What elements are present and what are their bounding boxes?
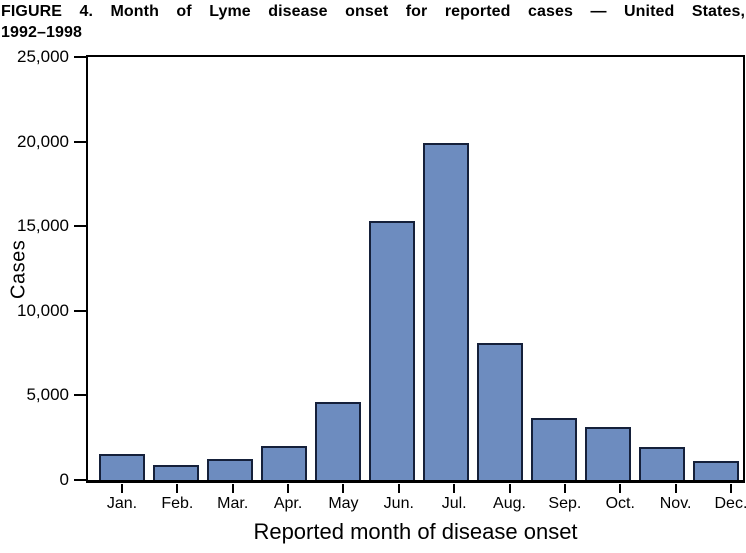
x-tick-label: Mar. <box>217 495 249 512</box>
x-tick-label: May <box>328 495 359 512</box>
x-tick-mark <box>231 484 234 493</box>
y-tick-mark <box>74 225 86 228</box>
bar-oct <box>585 426 631 480</box>
bar-column-aug <box>477 57 523 480</box>
y-tick-mark <box>74 309 86 312</box>
x-tick-label: Sep. <box>548 495 582 512</box>
x-tick-mark <box>397 484 400 493</box>
bar-aug <box>477 342 523 480</box>
bar-column-oct <box>585 57 631 480</box>
x-tick-mark <box>674 484 677 493</box>
x-tick-label: Dec. <box>714 495 746 512</box>
x-tick-mark <box>729 484 732 493</box>
y-tick-label: 25,000 <box>17 47 69 66</box>
x-tick-cell-sep: Sep. <box>542 484 588 513</box>
x-tick-label: Apr. <box>273 495 303 512</box>
figure-title: FIGURE 4. Month of Lyme disease onset fo… <box>1 1 745 43</box>
bar-jul <box>423 143 469 480</box>
bar-jun <box>369 221 415 480</box>
y-tick: 25,000 <box>7 47 86 67</box>
bar-column-nov <box>639 57 685 480</box>
x-tick-cell-dec: Dec. <box>708 484 746 513</box>
figure-title-line2: 1992–1998 <box>1 24 82 41</box>
bar-nov <box>639 447 685 480</box>
y-tick-label: 5,000 <box>26 385 69 405</box>
x-tick-mark <box>563 484 566 493</box>
plot-area <box>86 55 745 483</box>
x-tick-mark <box>287 484 290 493</box>
y-tick-mark <box>74 479 86 481</box>
x-tick-mark <box>176 484 179 493</box>
x-tick-label: Aug. <box>493 495 526 512</box>
bar-may <box>315 402 361 480</box>
x-tick-label: Feb. <box>161 495 194 512</box>
bar-jan <box>99 453 145 480</box>
bars-container <box>88 57 743 480</box>
bar-feb <box>153 464 199 480</box>
bar-apr <box>261 446 307 480</box>
x-tick-cell-feb: Feb. <box>154 484 200 513</box>
x-tick-cell-nov: Nov. <box>653 484 699 513</box>
x-tick-label: Jun. <box>383 495 414 512</box>
x-tick-label: Jul. <box>441 495 467 512</box>
x-tick-mark <box>342 484 345 493</box>
x-tick-cell-oct: Oct. <box>597 484 643 513</box>
x-tick-cell-jul: Jul. <box>431 484 477 513</box>
y-tick: 0 <box>7 470 86 490</box>
x-tick-cell-aug: Aug. <box>487 484 533 513</box>
x-tick-label: Jan. <box>106 495 138 512</box>
y-tick-mark <box>74 140 86 143</box>
bar-column-sep <box>531 57 577 480</box>
x-tick-cell-apr: Apr. <box>265 484 311 513</box>
x-axis: Jan. Feb. Mar. Apr. May Jun. Jul. Aug. Sep. Oct. N… <box>88 484 746 513</box>
y-tick-label: 20,000 <box>17 131 69 151</box>
figure-title-line1: FIGURE 4. Month of Lyme disease onset fo… <box>1 3 745 20</box>
y-tick-mark <box>74 56 86 58</box>
x-tick-mark <box>508 484 511 493</box>
x-tick-label: Oct. <box>605 495 635 512</box>
y-tick: 15,000 <box>7 216 86 236</box>
bar-column-jul <box>423 57 469 480</box>
y-tick: 5,000 <box>7 385 86 405</box>
bar-mar <box>207 458 253 480</box>
bar-column-apr <box>261 57 307 480</box>
x-tick-cell-jan: Jan. <box>99 484 145 513</box>
x-tick-cell-may: May <box>320 484 366 513</box>
bar-column-mar <box>207 57 253 480</box>
y-tick-mark <box>74 394 86 397</box>
x-axis-title: Reported month of disease onset <box>253 519 578 544</box>
x-tick-label: Nov. <box>659 495 692 512</box>
bar-dec <box>693 460 739 480</box>
bar-column-jan <box>99 57 145 480</box>
x-tick-mark <box>121 484 123 493</box>
y-tick: 10,000 <box>7 301 86 321</box>
y-tick-label: 15,000 <box>17 216 69 236</box>
y-tick-label: 10,000 <box>17 300 69 320</box>
bar-column-dec <box>693 57 739 480</box>
x-tick-cell-jun: Jun. <box>376 484 422 513</box>
bar-column-feb <box>153 57 199 480</box>
y-axis: 0 5,000 10,000 15,000 20,000 25,000 <box>0 47 86 489</box>
bar-column-jun <box>369 57 415 480</box>
x-tick-mark <box>619 484 622 493</box>
x-tick-cell-mar: Mar. <box>210 484 256 513</box>
y-tick-label: 0 <box>59 470 69 489</box>
x-tick-mark <box>453 484 456 493</box>
bar-sep <box>531 418 577 480</box>
bar-column-may <box>315 57 361 480</box>
y-tick: 20,000 <box>7 132 86 152</box>
